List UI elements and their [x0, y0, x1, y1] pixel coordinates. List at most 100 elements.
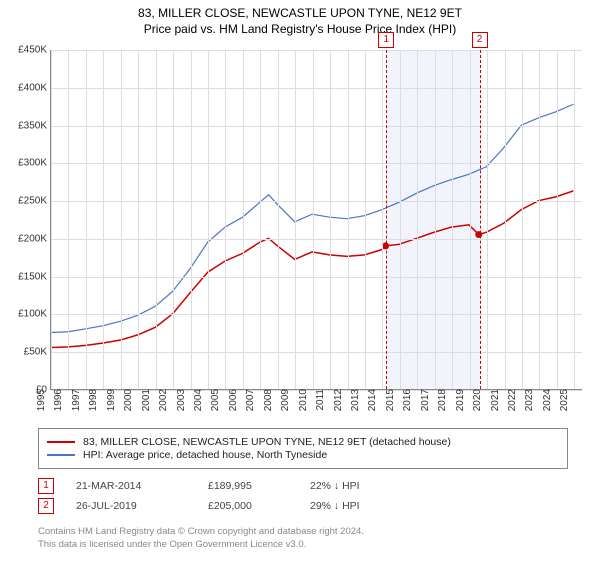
- xtick-label: 2002: [158, 389, 169, 419]
- xtick-label: 2013: [350, 389, 361, 419]
- chart-plot-area: £0£50K£100K£150K£200K£250K£300K£350K£400…: [50, 50, 582, 390]
- legend-label-hpi: HPI: Average price, detached house, Nort…: [83, 449, 327, 461]
- gridline-v: [505, 50, 506, 389]
- sale-marker-2: 2: [38, 498, 54, 514]
- gridline-v: [470, 50, 471, 389]
- gridline-h: [51, 126, 582, 127]
- xtick-label: 2010: [298, 389, 309, 419]
- gridline-v: [348, 50, 349, 389]
- sale-diff: 22% ↓ HPI: [310, 480, 410, 492]
- gridline-v: [452, 50, 453, 389]
- xtick-label: 2004: [193, 389, 204, 419]
- gridline-v: [522, 50, 523, 389]
- sales-table: 1 21-MAR-2014 £189,995 22% ↓ HPI 2 26-JU…: [38, 474, 410, 518]
- xtick-label: 2024: [542, 389, 553, 419]
- xtick-label: 2022: [507, 389, 518, 419]
- gridline-v: [539, 50, 540, 389]
- event-line: [480, 50, 481, 389]
- xtick-label: 2021: [490, 389, 501, 419]
- gridline-v: [365, 50, 366, 389]
- xtick-label: 2009: [280, 389, 291, 419]
- gridline-h: [51, 88, 582, 89]
- chart-lines-svg: [51, 50, 582, 389]
- footer-line2: This data is licensed under the Open Gov…: [38, 539, 364, 552]
- xtick-label: 2003: [176, 389, 187, 419]
- sale-diff: 29% ↓ HPI: [310, 500, 410, 512]
- footer-attribution: Contains HM Land Registry data © Crown c…: [38, 526, 364, 552]
- gridline-v: [260, 50, 261, 389]
- xtick-label: 2018: [437, 389, 448, 419]
- xtick-label: 1998: [88, 389, 99, 419]
- ytick-label: £150K: [18, 271, 51, 282]
- gridline-v: [295, 50, 296, 389]
- ytick-label: £50K: [24, 347, 51, 358]
- gridline-h: [51, 201, 582, 202]
- ytick-label: £250K: [18, 196, 51, 207]
- legend-box: 83, MILLER CLOSE, NEWCASTLE UPON TYNE, N…: [38, 428, 568, 469]
- xtick-label: 2006: [228, 389, 239, 419]
- gridline-v: [121, 50, 122, 389]
- gridline-v: [225, 50, 226, 389]
- xtick-label: 2016: [402, 389, 413, 419]
- legend-swatch-hpi: [47, 454, 75, 456]
- xtick-label: 1995: [36, 389, 47, 419]
- sale-price: £205,000: [208, 500, 288, 512]
- event-marker: 1: [378, 32, 394, 48]
- xtick-label: 2015: [385, 389, 396, 419]
- xtick-label: 2017: [420, 389, 431, 419]
- gridline-v: [51, 50, 52, 389]
- gridline-v: [68, 50, 69, 389]
- gridline-v: [487, 50, 488, 389]
- gridline-h: [51, 352, 582, 353]
- gridline-v: [208, 50, 209, 389]
- legend-item: HPI: Average price, detached house, Nort…: [47, 449, 559, 461]
- gridline-v: [382, 50, 383, 389]
- sale-date: 21-MAR-2014: [76, 480, 186, 492]
- legend-swatch-property: [47, 441, 75, 443]
- xtick-label: 2000: [123, 389, 134, 419]
- xtick-label: 1996: [53, 389, 64, 419]
- gridline-v: [557, 50, 558, 389]
- gridline-v: [313, 50, 314, 389]
- gridline-v: [191, 50, 192, 389]
- event-marker: 2: [472, 32, 488, 48]
- ytick-label: £100K: [18, 309, 51, 320]
- gridline-h: [51, 314, 582, 315]
- xtick-label: 1999: [106, 389, 117, 419]
- chart-subtitle: Price paid vs. HM Land Registry's House …: [0, 22, 600, 36]
- xtick-label: 2014: [367, 389, 378, 419]
- ytick-label: £200K: [18, 233, 51, 244]
- gridline-v: [417, 50, 418, 389]
- legend-item: 83, MILLER CLOSE, NEWCASTLE UPON TYNE, N…: [47, 436, 559, 448]
- gridline-v: [103, 50, 104, 389]
- gridline-v: [156, 50, 157, 389]
- sale-marker-1: 1: [38, 478, 54, 494]
- xtick-label: 2019: [455, 389, 466, 419]
- sale-price: £189,995: [208, 480, 288, 492]
- sale-date: 26-JUL-2019: [76, 500, 186, 512]
- gridline-h: [51, 277, 582, 278]
- gridline-v: [173, 50, 174, 389]
- sale-row: 2 26-JUL-2019 £205,000 29% ↓ HPI: [38, 498, 410, 514]
- legend-label-property: 83, MILLER CLOSE, NEWCASTLE UPON TYNE, N…: [83, 436, 451, 448]
- gridline-v: [330, 50, 331, 389]
- xtick-label: 1997: [71, 389, 82, 419]
- xtick-label: 2007: [245, 389, 256, 419]
- ytick-label: £350K: [18, 120, 51, 131]
- sale-row: 1 21-MAR-2014 £189,995 22% ↓ HPI: [38, 478, 410, 494]
- ytick-label: £450K: [18, 45, 51, 56]
- gridline-v: [400, 50, 401, 389]
- gridline-h: [51, 239, 582, 240]
- gridline-v: [138, 50, 139, 389]
- xtick-label: 2008: [263, 389, 274, 419]
- gridline-v: [243, 50, 244, 389]
- ytick-label: £300K: [18, 158, 51, 169]
- gridline-h: [51, 50, 582, 51]
- xtick-label: 2001: [141, 389, 152, 419]
- xtick-label: 2012: [333, 389, 344, 419]
- xtick-label: 2020: [472, 389, 483, 419]
- chart-title: 83, MILLER CLOSE, NEWCASTLE UPON TYNE, N…: [0, 6, 600, 20]
- gridline-v: [278, 50, 279, 389]
- xtick-label: 2023: [524, 389, 535, 419]
- xtick-label: 2005: [210, 389, 221, 419]
